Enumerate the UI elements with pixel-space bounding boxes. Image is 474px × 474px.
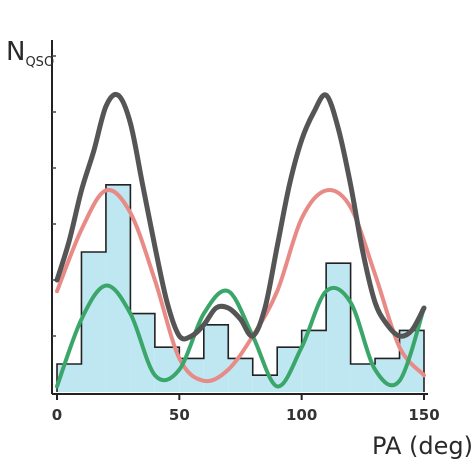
series-line [54, 91, 427, 342]
axes [51, 40, 428, 395]
histogram-bar [81, 252, 106, 392]
histogram-bar [326, 263, 351, 392]
histogram-bar [105, 184, 131, 392]
x-tick-label: 0 [52, 406, 62, 424]
y-axis-label: NQSO [6, 37, 54, 70]
series-line [55, 187, 426, 384]
histogram-bar [154, 347, 180, 392]
ticks: 0 50 100 150 [52, 55, 440, 424]
histogram-bar [350, 364, 376, 392]
x-tick-label: 150 [408, 406, 439, 424]
series-line [55, 283, 426, 389]
x-tick-label: 50 [169, 406, 190, 424]
x-axis-label: PA (deg) [372, 432, 473, 460]
x-tick-label: 100 [286, 406, 317, 424]
curves [54, 91, 427, 389]
